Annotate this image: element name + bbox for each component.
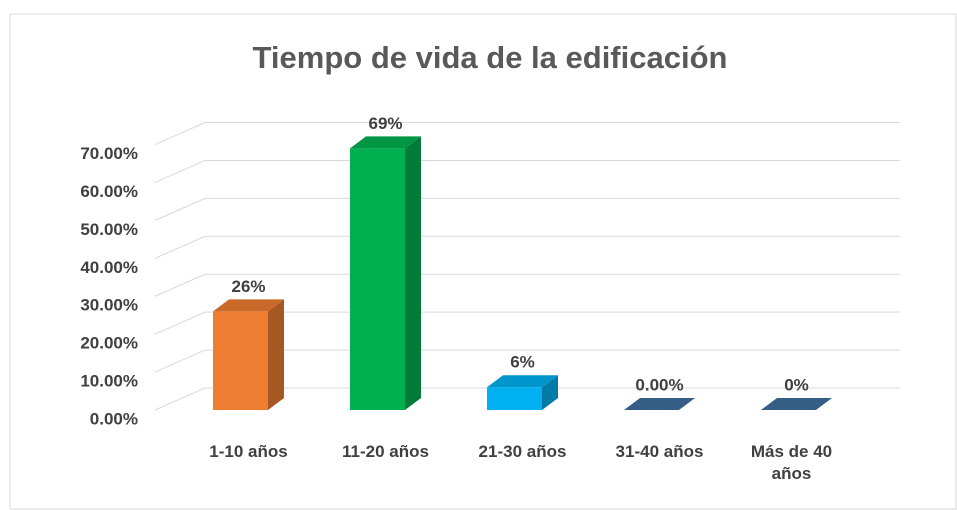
bar-face xyxy=(624,398,695,410)
bar-face xyxy=(487,375,558,388)
grid-line xyxy=(154,197,900,221)
bar xyxy=(624,398,695,410)
x-tick-label: 11-20 años xyxy=(342,442,429,461)
data-label: 26% xyxy=(231,277,265,296)
grid-line xyxy=(154,235,900,259)
bar-face xyxy=(350,136,421,149)
bar-face xyxy=(213,311,268,410)
data-label: 69% xyxy=(368,114,402,133)
x-tick-label: 1-10 años xyxy=(209,442,288,461)
bar-face xyxy=(350,148,405,411)
y-tick-label: 10.00% xyxy=(80,372,138,391)
bar-face xyxy=(761,398,832,410)
grid-line xyxy=(154,349,900,373)
grid-line xyxy=(154,273,900,297)
data-label: 0.00% xyxy=(635,375,683,394)
bar-face xyxy=(405,136,421,411)
data-label: 0% xyxy=(784,375,809,394)
y-tick-label: 70.00% xyxy=(80,144,138,163)
bar xyxy=(761,398,832,410)
x-tick-label: 31-40 años xyxy=(615,442,704,461)
grid-line xyxy=(154,311,900,335)
chart-title: Tiempo de vida de la edificación xyxy=(253,40,728,75)
x-tick-label: 21-30 años xyxy=(478,442,567,461)
bar xyxy=(213,299,284,410)
y-tick-label: 20.00% xyxy=(80,334,138,353)
bar-face xyxy=(268,299,284,410)
data-label: 6% xyxy=(510,353,535,372)
y-tick-label: 0.00% xyxy=(90,409,138,428)
x-tick-label: Más de 40 años xyxy=(750,442,833,483)
y-tick-label: 30.00% xyxy=(80,296,138,315)
y-tick-label: 40.00% xyxy=(80,258,138,277)
grid-line xyxy=(154,122,900,146)
bar xyxy=(487,375,558,410)
grid-line xyxy=(154,159,900,183)
bar-face xyxy=(213,299,284,312)
bar-face xyxy=(542,375,558,410)
bar-face xyxy=(487,387,542,410)
y-tick-label: 60.00% xyxy=(80,182,138,201)
y-tick-label: 50.00% xyxy=(80,220,138,239)
chart-frame xyxy=(9,13,957,510)
grid-line xyxy=(154,387,900,411)
bar xyxy=(350,136,421,411)
